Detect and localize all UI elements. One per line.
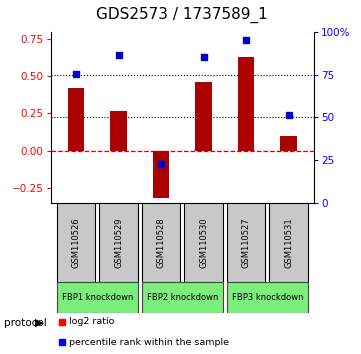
Text: percentile rank within the sample: percentile rank within the sample: [69, 338, 229, 347]
Bar: [269, 202, 308, 282]
Text: GSM110529: GSM110529: [114, 217, 123, 268]
Text: GDS2573 / 1737589_1: GDS2573 / 1737589_1: [96, 7, 268, 23]
Text: GSM110526: GSM110526: [71, 217, 81, 268]
Bar: [57, 282, 138, 314]
Bar: [238, 57, 254, 150]
Text: GSM110530: GSM110530: [199, 217, 208, 268]
Text: protocol: protocol: [4, 318, 47, 328]
Bar: [142, 282, 223, 314]
Bar: [142, 202, 180, 282]
Bar: [184, 202, 223, 282]
Text: GSM110528: GSM110528: [157, 217, 166, 268]
Bar: [68, 88, 84, 150]
Text: ▶: ▶: [35, 318, 43, 328]
Text: FBP1 knockdown: FBP1 knockdown: [62, 293, 133, 302]
Bar: [280, 136, 297, 150]
Text: GSM110531: GSM110531: [284, 217, 293, 268]
Text: log2 ratio: log2 ratio: [69, 317, 114, 326]
Bar: [110, 110, 127, 150]
Bar: [57, 202, 95, 282]
Text: GSM110527: GSM110527: [242, 217, 251, 268]
Text: FBP3 knockdown: FBP3 knockdown: [231, 293, 303, 302]
Bar: [99, 202, 138, 282]
Text: FBP2 knockdown: FBP2 knockdown: [147, 293, 218, 302]
Bar: [227, 282, 308, 314]
Bar: [196, 82, 212, 150]
Bar: [227, 202, 265, 282]
Bar: [153, 150, 169, 198]
